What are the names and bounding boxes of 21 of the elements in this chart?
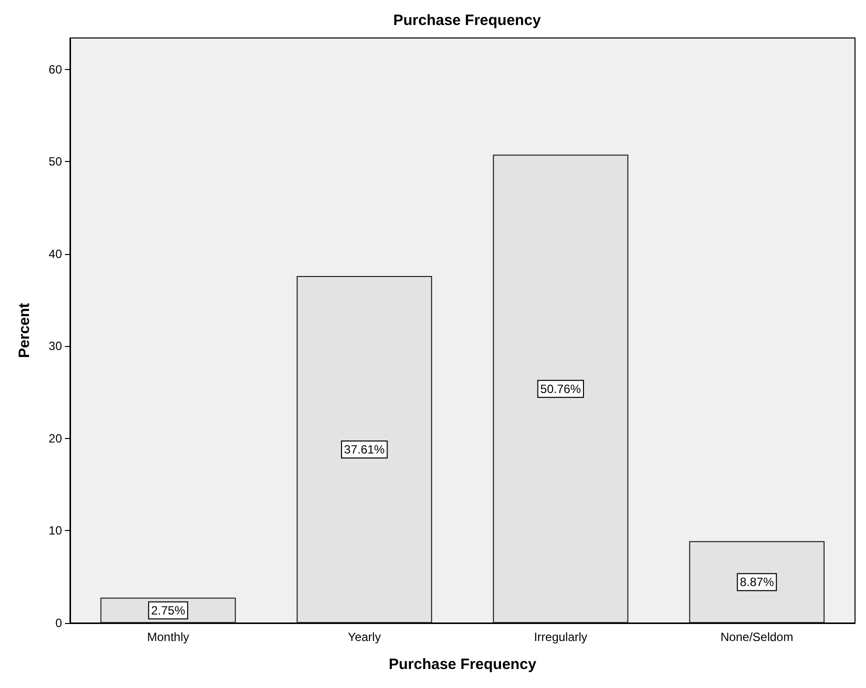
x-tick-label: None/Seldom <box>720 630 794 644</box>
y-tick-label: 50 <box>48 154 62 169</box>
data-label: 2.75% <box>151 603 186 618</box>
x-tick-label: Monthly <box>147 630 190 644</box>
bar <box>296 276 432 623</box>
y-tick-label: 60 <box>48 62 62 76</box>
y-tick-label: 0 <box>55 616 62 630</box>
y-tick-label: 30 <box>48 339 62 354</box>
data-label: 50.76% <box>540 382 582 396</box>
x-tick-label: Irregularly <box>534 630 588 644</box>
x-axis-title: Purchase Frequency <box>388 656 537 673</box>
y-tick-label: 40 <box>48 246 62 261</box>
y-tick-label: 10 <box>48 524 62 538</box>
bar <box>492 154 628 623</box>
data-label: 8.87% <box>740 575 774 590</box>
y-axis-title: Percent <box>16 302 33 358</box>
x-tick-label: Yearly <box>348 630 381 644</box>
data-label: 37.61% <box>344 442 386 456</box>
y-tick-label: 20 <box>48 431 62 446</box>
chart-title: Purchase Frequency <box>393 12 542 29</box>
bar <box>689 541 825 623</box>
